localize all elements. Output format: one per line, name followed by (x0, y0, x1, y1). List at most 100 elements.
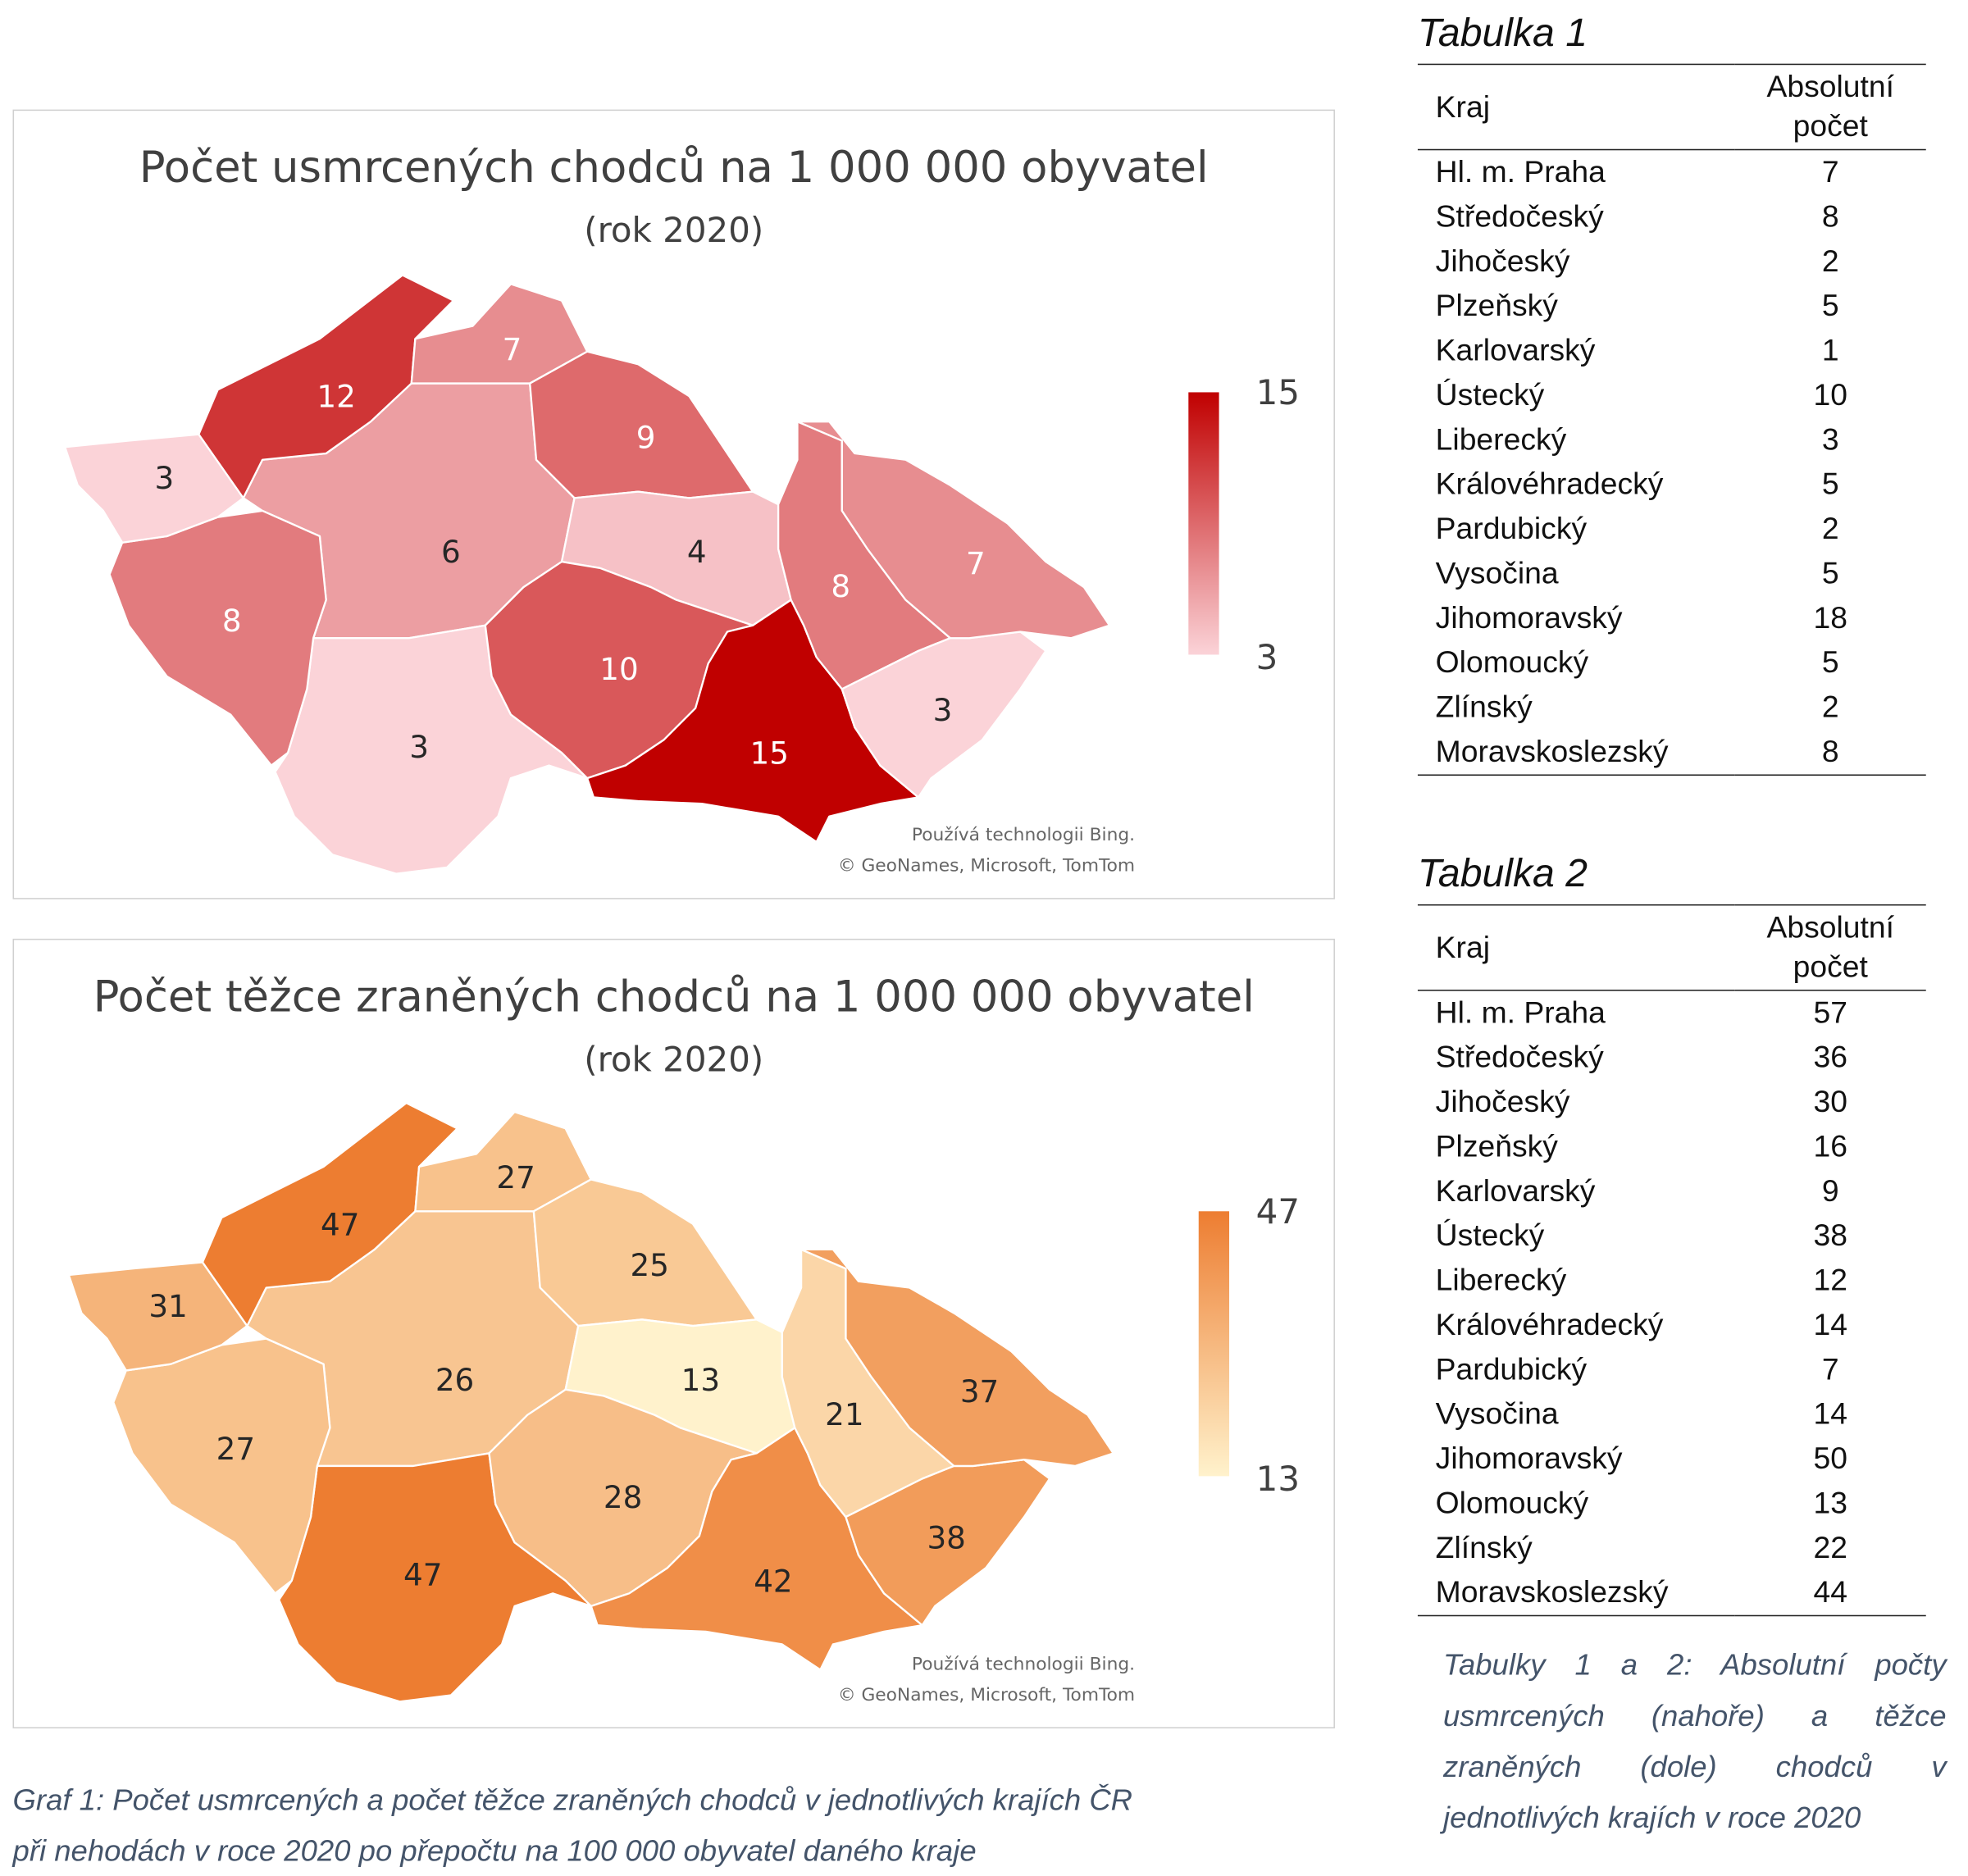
table-row: Jihočeský 2 (1418, 239, 1926, 284)
table-row: Pardubický 7 (1418, 1347, 1926, 1391)
region (64, 433, 244, 544)
table-cell: Liberecký (1435, 1263, 1567, 1298)
table-caption: Tabulky 1 a 2: Absolutní počty usmrcenýc… (1443, 1648, 1947, 1834)
region-label: 25 (631, 1247, 669, 1283)
table-row: Středočeský 8 (1418, 195, 1926, 239)
table-row: Královéhradecký 14 (1418, 1303, 1926, 1347)
table-cell: 10 (1813, 378, 1847, 413)
region (112, 1337, 331, 1595)
region-label: 7 (966, 545, 986, 581)
region-label: 4 (687, 534, 707, 570)
region (414, 1110, 592, 1213)
region (410, 283, 589, 385)
attribution: Používá technologii Bing. (912, 825, 1135, 845)
table-cell: Hl. m. Praha (1435, 155, 1606, 190)
table-cell: Zlínský (1435, 690, 1533, 725)
region-label: 3 (933, 692, 953, 728)
table-row: Jihočeský 30 (1418, 1080, 1926, 1124)
header-cell: Absolutní počet (1734, 63, 1926, 151)
region (800, 1248, 1114, 1468)
table-cell: 9 (1821, 1174, 1839, 1209)
header-cell: Absolutní počet (1734, 904, 1926, 991)
chart-title: Počet těžce zraněných chodců na 1 000 00… (93, 972, 1255, 1022)
table-cell: Pardubický (1435, 1352, 1588, 1387)
color-scale (1188, 392, 1219, 655)
table-cell: 18 (1813, 601, 1847, 636)
table-row: Karlovarský 9 (1418, 1169, 1926, 1213)
region-label: 28 (604, 1479, 642, 1515)
table-cell: 7 (1821, 1352, 1839, 1387)
region-label: 9 (636, 419, 656, 455)
table-title: Tabulka 2 (1417, 850, 1588, 896)
scale-max-label: 15 (1256, 372, 1300, 412)
scale-min-label: 3 (1256, 637, 1278, 677)
table-row: Ústecký 10 (1418, 373, 1926, 417)
table-cell: 22 (1813, 1531, 1847, 1566)
table-cell: 50 (1813, 1441, 1847, 1477)
table-cell: Zlínský (1435, 1531, 1533, 1566)
region-label: 3 (409, 729, 429, 765)
table-cell: 13 (1813, 1486, 1847, 1521)
table-row: Liberecký 12 (1418, 1259, 1926, 1303)
region-label: 27 (496, 1159, 535, 1195)
table-cell: Plzeňský (1435, 1129, 1558, 1164)
table-cell: Ústecký (1435, 1218, 1545, 1254)
map-chart: Počet usmrcených chodců na 1 000 000 oby… (64, 143, 1300, 877)
table-row: Olomoucký 5 (1418, 640, 1926, 685)
table-cell: Moravskoslezský (1417, 730, 1735, 776)
table-cell: 12 (1813, 1263, 1847, 1298)
table-cell: 1 (1821, 333, 1839, 368)
table-cell: Moravskoslezský (1417, 1570, 1735, 1617)
table-cell: 8 (1821, 199, 1839, 234)
table-title: Tabulka 1 (1417, 10, 1588, 55)
table-cell: 3 (1821, 422, 1839, 458)
region-label: 42 (754, 1563, 792, 1599)
table-row: Moravskoslezský 8 (1417, 730, 1926, 776)
table-cell: Královéhradecký (1435, 1308, 1664, 1343)
region (845, 1459, 1051, 1627)
table-cell: Hl. m. Praha (1435, 995, 1606, 1031)
table-cell: Plzeňský (1435, 289, 1558, 324)
region-label: 8 (831, 568, 850, 604)
region (796, 421, 1111, 640)
table-cell: 2 (1821, 690, 1839, 725)
region-label: 15 (750, 735, 789, 772)
table-cell: 8 (1734, 730, 1926, 776)
map-panel: Počet usmrcených chodců na 1 000 000 oby… (12, 109, 1335, 899)
map: 26 47 27 31 47 27 25 13 28 42 21 38 37 (67, 1102, 1114, 1703)
table-cell: Královéhradecký (1435, 467, 1664, 503)
table-row: Plzeňský 16 (1418, 1125, 1926, 1169)
table-row: Středočeský 36 (1418, 1036, 1926, 1080)
scale-min-label: 13 (1256, 1459, 1300, 1499)
region-label: 38 (927, 1520, 965, 1556)
table-cell: Jihomoravský (1435, 1441, 1623, 1477)
table-row: Pardubický 2 (1418, 507, 1926, 551)
table-cell: 16 (1813, 1129, 1847, 1164)
table-row: Vysočina 5 (1418, 552, 1926, 596)
table: Kraj Absolutní počet Hl. m. Praha 7 Středoče… (1417, 63, 1926, 776)
region-label: 37 (960, 1373, 999, 1409)
table-cell: Olomoucký (1435, 1486, 1589, 1521)
region (108, 509, 327, 767)
header-row: Kraj Absolutní počet (1417, 63, 1926, 151)
region-label: 7 (503, 331, 522, 367)
table-block: Tabulka 2 Kraj Absolutní počet Hl. m. Praha… (1417, 850, 1926, 1617)
chart-subtitle: (rok 2020) (584, 1039, 763, 1079)
table-cell: Karlovarský (1435, 333, 1596, 368)
table-cell: Jihočeský (1435, 1085, 1570, 1120)
attribution: Používá technologii Bing. (912, 1655, 1135, 1675)
map-chart: Počet těžce zraněných chodců na 1 000 00… (67, 972, 1300, 1705)
table-cell: 2 (1821, 244, 1839, 280)
table-cell: Středočeský (1435, 1040, 1604, 1076)
table-cell: 5 (1821, 467, 1839, 503)
table-cell: 14 (1813, 1397, 1847, 1432)
table-row: Hl. m. Praha 7 (1418, 150, 1926, 195)
header-cell: Kraj (1417, 904, 1735, 991)
region-label: 26 (435, 1362, 474, 1398)
table-cell: 5 (1821, 289, 1839, 324)
table-row: Plzeňský 5 (1418, 284, 1926, 328)
header-row: Kraj Absolutní počet (1417, 904, 1926, 991)
map: 6 3 8 3 12 7 9 4 10 15 8 3 7 (64, 274, 1111, 875)
table-cell: 57 (1813, 995, 1847, 1031)
region-label: 8 (222, 603, 242, 639)
